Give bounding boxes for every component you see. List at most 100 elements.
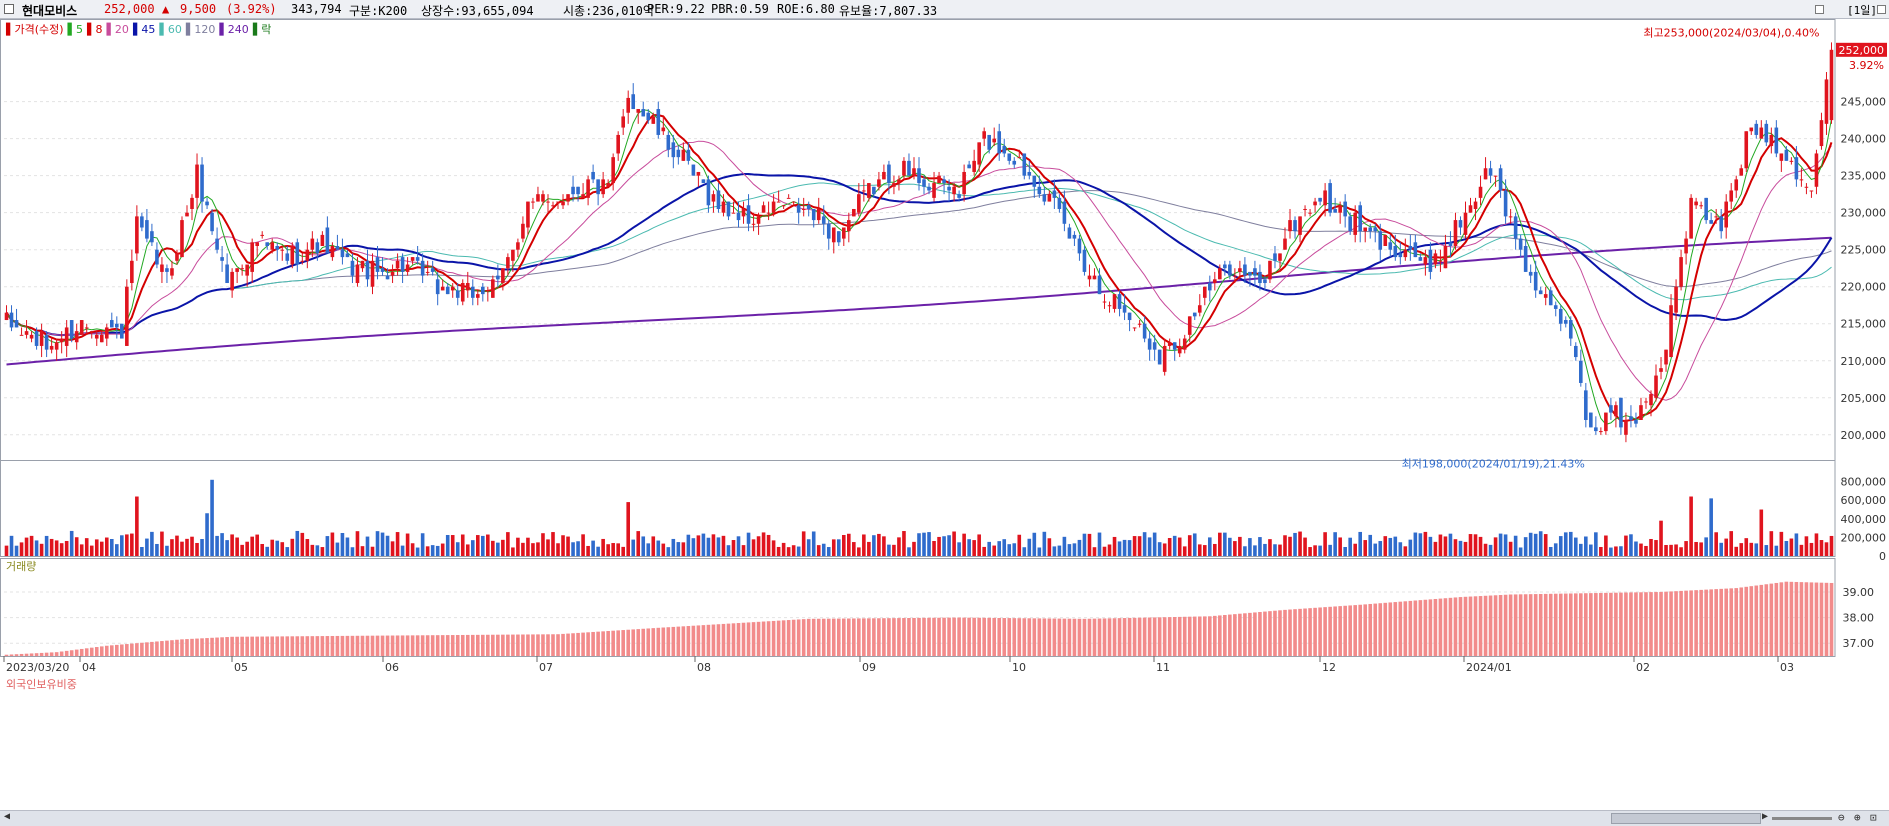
foreign-ownership-bar [24, 653, 29, 656]
foreign-ownership-bar [847, 618, 851, 656]
foreign-ownership-bar [1398, 601, 1403, 656]
volume-bar [1453, 539, 1458, 556]
volume-bar [907, 547, 911, 556]
legend-item-1[interactable]: ▌5 [67, 23, 83, 36]
candle-body [676, 149, 681, 158]
foreign-ownership-bar [761, 621, 766, 656]
legend-item-6[interactable]: ▌120 [185, 23, 216, 36]
period-selector[interactable]: [1일] [1847, 4, 1877, 17]
foreign-ownership-bar [912, 617, 916, 656]
foreign-ownership-bar [1649, 592, 1653, 656]
candle-body [696, 171, 701, 176]
foreign-ownership-bar [816, 618, 821, 656]
legend-item-2[interactable]: ▌8 [87, 23, 103, 36]
volume-bar [1318, 545, 1322, 556]
candle-body [1112, 294, 1117, 309]
foreign-ownership-bar [987, 617, 991, 656]
candle-body [1062, 201, 1067, 224]
volume-bar [1513, 535, 1518, 556]
scroll-thumb[interactable] [1611, 813, 1761, 824]
volume-bar [641, 536, 646, 556]
volume-panel-title: 거래량 [6, 560, 37, 573]
foreign-ownership-bar [1293, 609, 1297, 656]
foreign-ownership-bar [140, 642, 144, 656]
candle-body [1323, 190, 1327, 206]
foreign-ownership-bar [1639, 592, 1643, 656]
foreign-ownership-bar [1348, 605, 1352, 656]
volume-bar [345, 537, 350, 556]
foreign-ownership-bar [686, 626, 691, 656]
legend-item-3[interactable]: ▌20 [106, 23, 129, 36]
foreign-ownership-bar [831, 618, 836, 656]
foreign-ownership-bar [887, 618, 891, 656]
x-axis-label: 07 [539, 661, 553, 674]
volume-bar [255, 534, 259, 556]
foreign-ownership-bar [350, 635, 355, 656]
foreign-ownership-bar [1137, 617, 1142, 656]
legend-item-0[interactable]: ▌가격(수정) [6, 23, 64, 36]
foreign-ownership-bar [867, 618, 871, 656]
zoom-reset-icon[interactable]: ⊡ [1870, 811, 1877, 824]
volume-bar [1273, 544, 1277, 556]
volume-bar [867, 541, 871, 556]
legend-item-5[interactable]: ▌60 [159, 23, 182, 36]
candle-body [1288, 220, 1292, 232]
volume-bar [1644, 545, 1648, 556]
foreign-ownership-bar [1548, 593, 1553, 656]
volume-bar [170, 539, 174, 556]
candle-body [19, 334, 24, 336]
foreign-ownership-bar [1007, 618, 1012, 656]
foreign-ownership-bar [1814, 582, 1819, 656]
volume-bar [917, 533, 921, 556]
legend-item-4[interactable]: ▌45 [132, 23, 156, 36]
current-price: 252,000 [104, 2, 155, 16]
candle-body [1563, 320, 1568, 324]
candle-body [1629, 416, 1633, 420]
candle-body [912, 168, 916, 176]
stock-chart[interactable]: 200,000 205,000 210,000 215,000 220,000 225,0… [0, 19, 1889, 809]
chart-scrollbar[interactable]: ◀ ▶ ⊖ ⊕ ⊡ [0, 810, 1889, 826]
volume-bar [1207, 537, 1212, 556]
candle-body [365, 260, 370, 280]
candle-body [1819, 120, 1824, 147]
volume-bar [766, 534, 771, 556]
price-axis-label: 205,000 [1841, 392, 1887, 405]
foreign-ownership-bar [1258, 612, 1262, 656]
zoom-out-icon[interactable]: ⊖ [1838, 811, 1845, 824]
foreign-ownership-bar [1072, 618, 1077, 656]
foreign-ownership-bar [1082, 618, 1087, 656]
foreign-ownership-bar [270, 636, 275, 656]
foreign-ownership-bar [104, 645, 109, 656]
volume-bar [1152, 532, 1157, 556]
foreign-ownership-bar [280, 636, 285, 656]
volume-bar [1288, 536, 1292, 556]
volume-bar [661, 543, 666, 556]
legend-item-7[interactable]: ▌240 [219, 23, 249, 36]
maximize-icon[interactable] [1877, 5, 1886, 14]
select-checkbox[interactable] [4, 4, 14, 14]
foreign-ownership-bar [546, 634, 550, 656]
stock-name[interactable]: 현대모비스 [22, 4, 78, 18]
volume-bar [626, 502, 631, 556]
scroll-left-icon[interactable]: ◀ [4, 811, 11, 822]
volume-bar [99, 541, 104, 556]
foreign-ownership-bar [681, 626, 686, 656]
volume-bar [1714, 532, 1718, 556]
foreign-ownership-bar [425, 635, 430, 656]
foreign-ownership-bar [230, 636, 234, 656]
volume-bar [1533, 533, 1538, 556]
candle-body [1744, 131, 1749, 169]
foreign-ownership-bar [1042, 618, 1047, 656]
scroll-right-icon[interactable]: ▶ [1762, 811, 1769, 822]
legend-item-8[interactable]: ▌락 [252, 23, 272, 36]
candle-body [1433, 253, 1438, 265]
zoom-in-icon[interactable]: ⊕ [1854, 811, 1861, 824]
volume-bar [1253, 545, 1257, 556]
volume-bar [320, 547, 325, 556]
zoom-slider[interactable] [1772, 817, 1832, 820]
candle-body [1403, 249, 1408, 258]
minimize-icon[interactable] [1815, 5, 1824, 14]
volume-bar [621, 546, 625, 556]
candle-body [1634, 419, 1638, 424]
candle-body [415, 257, 420, 261]
